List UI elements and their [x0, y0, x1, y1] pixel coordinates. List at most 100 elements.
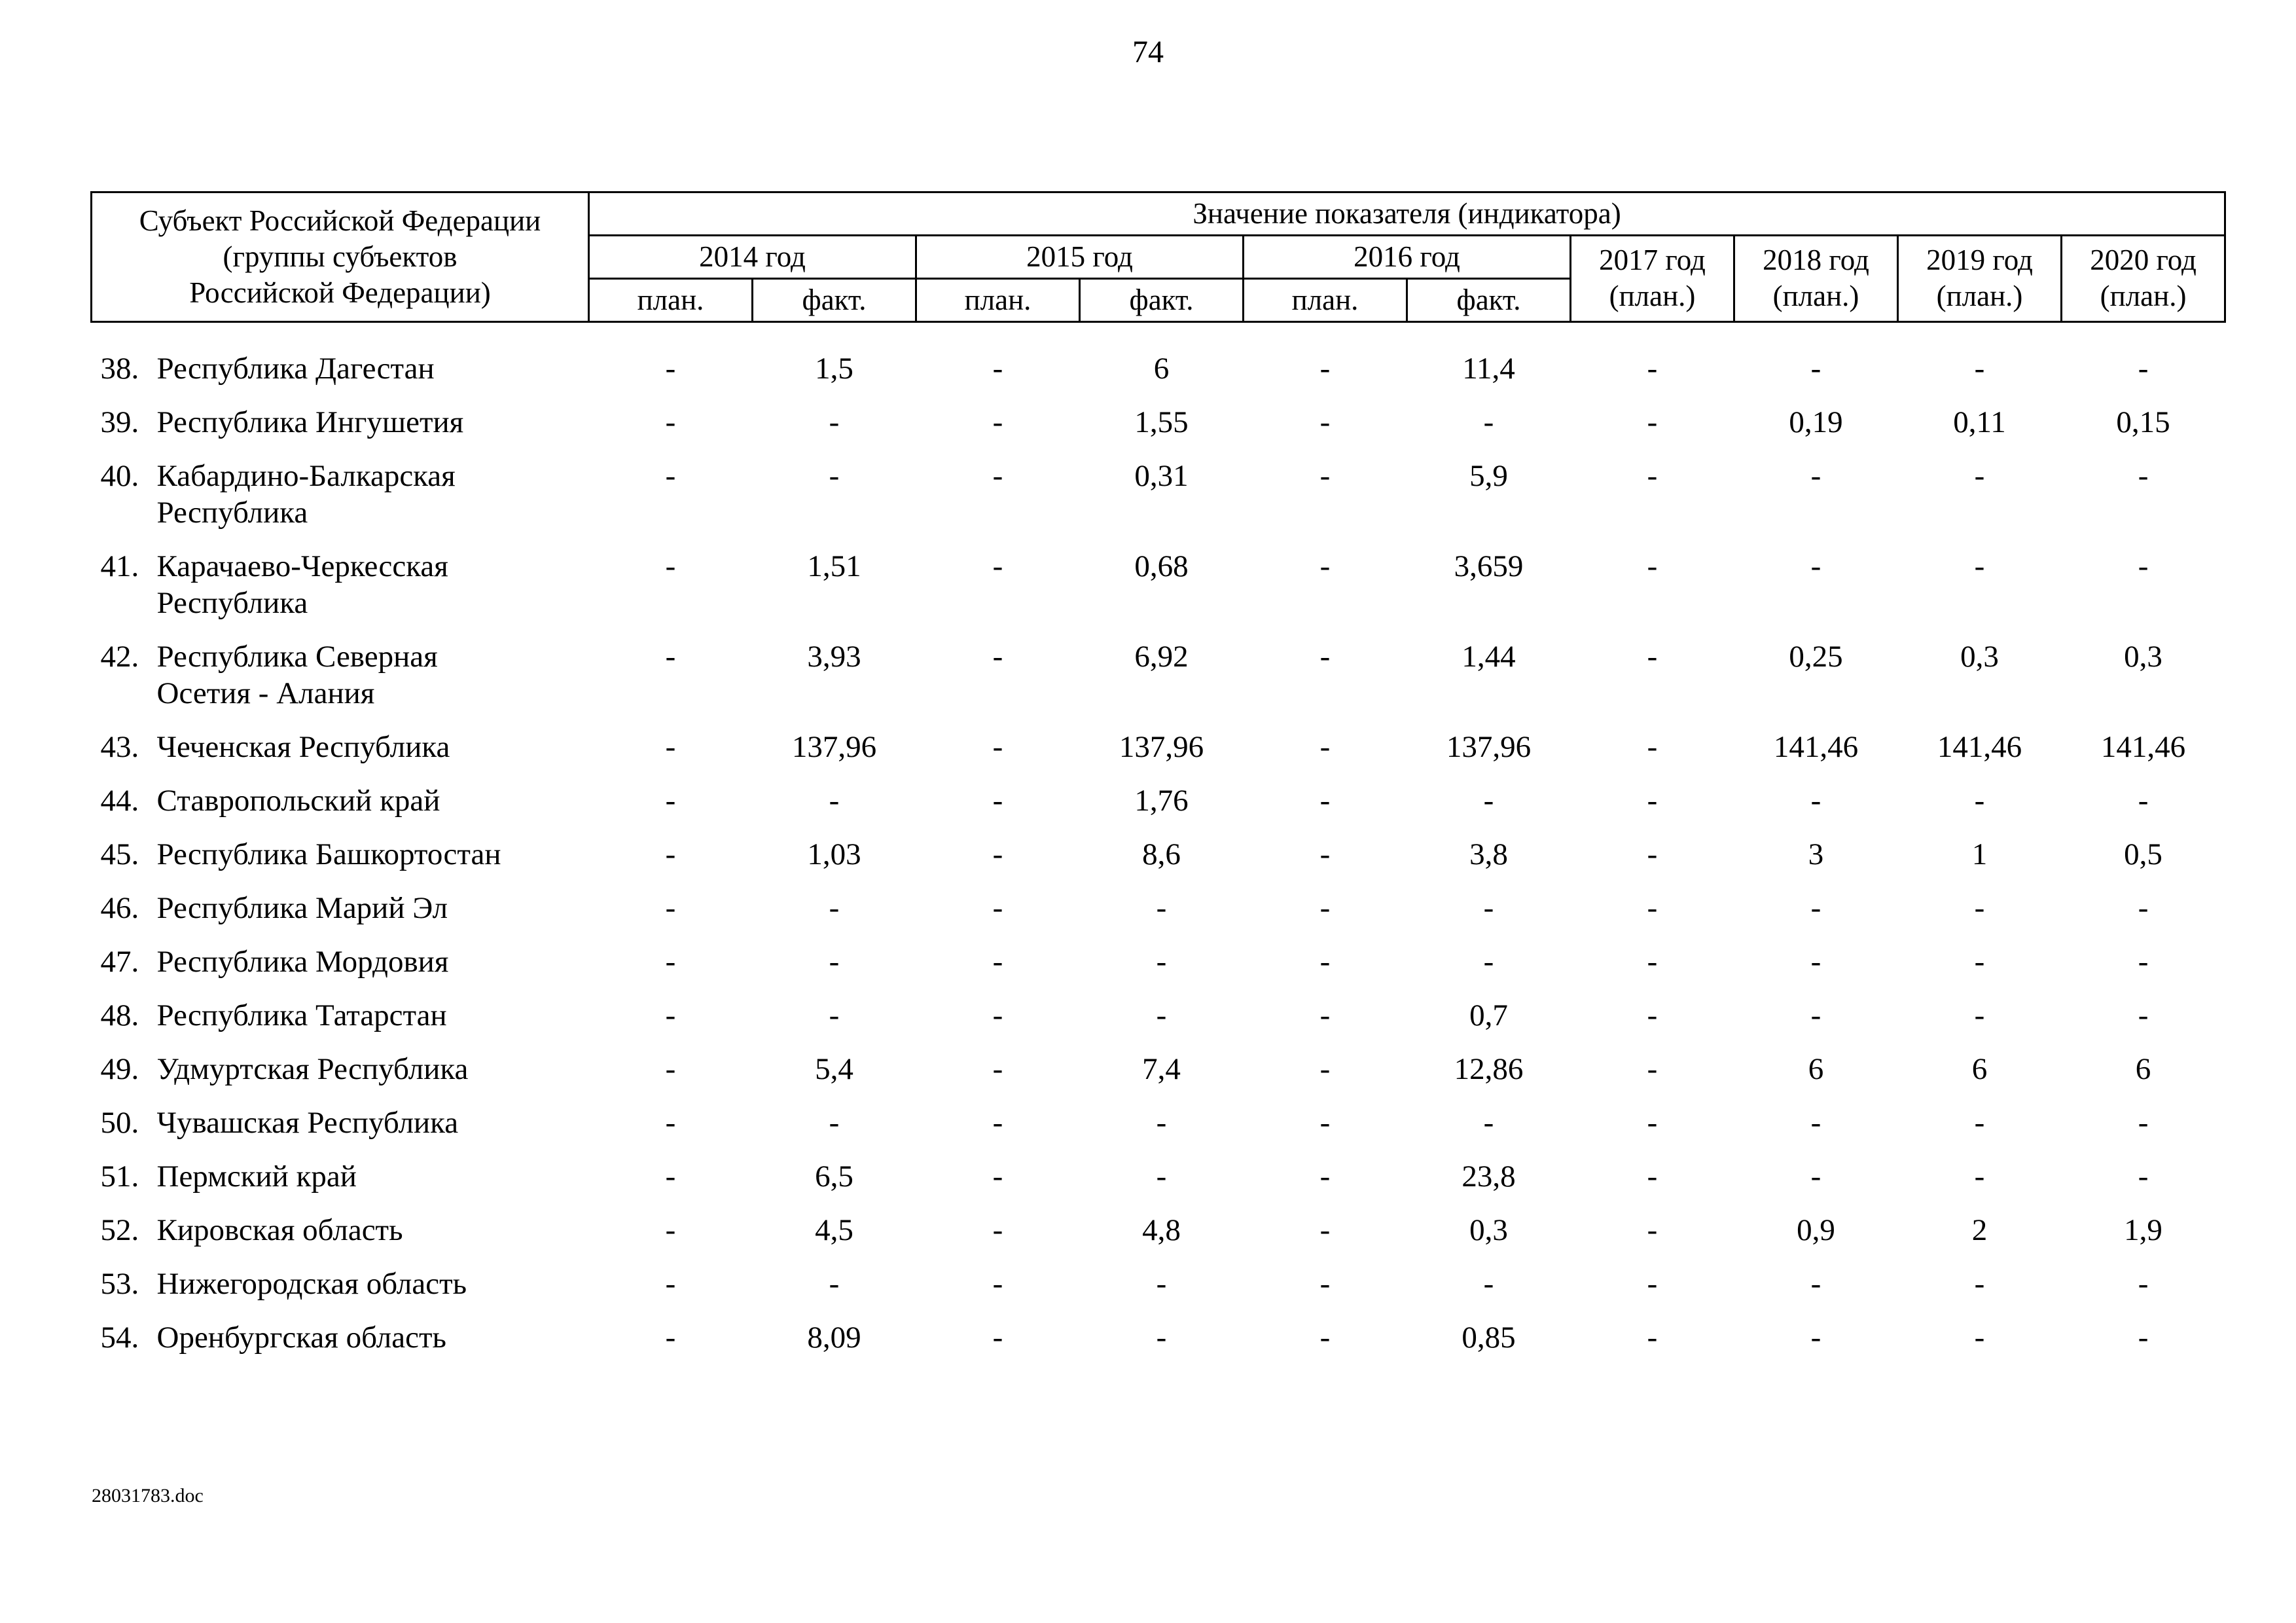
subject-inner: 40. Кабардино-Балкарская Республика	[101, 458, 585, 531]
row-number: 45.	[100, 837, 139, 871]
value-cell: -	[1319, 549, 1331, 583]
value-cell: -	[1974, 890, 1985, 925]
subject-cell: 38. Республика Дагестан	[92, 321, 589, 395]
value-cell: 6	[1971, 1051, 1988, 1086]
value-cell: -	[665, 549, 676, 583]
value-cell: 1,9	[2124, 1213, 2162, 1247]
value-cell: 0,3	[1960, 639, 1999, 674]
subject-inner: 44. Ставропольский край	[101, 782, 585, 819]
value-cell: 7,4	[1142, 1051, 1181, 1086]
header-sub-plan-2014: план.	[588, 277, 753, 323]
subject-name: Кабардино-Балкарская Республика	[156, 458, 456, 530]
value-cell: -	[1810, 458, 1821, 493]
subject-cell: 41. Карачаево-Черкесская Республика	[92, 539, 589, 630]
value-cell: -	[1483, 1266, 1494, 1301]
value-cell: -	[2138, 944, 2149, 979]
subject-cell: 46. Республика Марий Эл	[92, 881, 589, 935]
value-cell: -	[992, 783, 1003, 818]
value-cell: -	[829, 458, 840, 493]
value-cell: 6	[1153, 351, 1170, 386]
subject-cell: 45. Республика Башкортостан	[92, 828, 589, 881]
value-cell: 137,96	[1119, 729, 1204, 764]
header-sub-plan-2016: план.	[1242, 277, 1408, 323]
value-cell: -	[992, 1266, 1003, 1301]
value-cell: -	[829, 998, 840, 1032]
value-cell: -	[1156, 1320, 1167, 1355]
table-row: 44. Ставропольский край - - - 1,76 - - - - - -	[92, 774, 2225, 828]
value-cell: -	[665, 783, 676, 818]
value-cell: 0,19	[1789, 405, 1843, 439]
indicator-table: Субъект Российской Федерации (группы суб…	[90, 191, 2227, 1364]
value-cell: -	[1156, 1266, 1167, 1301]
table-row: 41. Карачаево-Черкесская Республика - 1,51 -…	[92, 539, 2225, 630]
value-cell: -	[1974, 351, 1985, 386]
value-cell: -	[1810, 549, 1821, 583]
value-cell: -	[1319, 1159, 1331, 1194]
value-cell: 3	[1808, 837, 1824, 871]
subject-inner: 48. Республика Татарстан	[101, 997, 585, 1034]
value-cell: -	[1974, 458, 1985, 493]
value-cell: 3,93	[807, 639, 861, 674]
table-header: Субъект Российской Федерации (группы суб…	[90, 191, 2227, 323]
value-cell: -	[992, 1320, 1003, 1355]
value-cell: -	[1647, 837, 1658, 871]
value-cell: -	[992, 1213, 1003, 1247]
value-cell: -	[1647, 639, 1658, 674]
value-cell: 1,03	[807, 837, 861, 871]
value-cell: 1,44	[1462, 639, 1516, 674]
value-cell: 23,8	[1462, 1159, 1516, 1194]
subject-inner: 50. Чувашская Республика	[101, 1104, 585, 1141]
subject-name: Республика Татарстан	[156, 998, 447, 1032]
header-indicator-title: Значение показателя (индикатора)	[587, 191, 2227, 236]
subject-inner: 39. Республика Ингушетия	[101, 404, 585, 441]
value-cell: 0,7	[1469, 998, 1508, 1032]
value-cell: -	[1810, 890, 1821, 925]
value-cell: -	[2138, 998, 2149, 1032]
value-cell: -	[2138, 351, 2149, 386]
value-cell: -	[1156, 998, 1167, 1032]
value-cell: -	[1647, 351, 1658, 386]
table-row: 54. Оренбургская область - 8,09 - - - 0,85 - - - -	[92, 1311, 2225, 1364]
value-cell: 6	[2135, 1051, 2151, 1086]
row-number: 46.	[100, 890, 139, 925]
value-cell: 141,46	[1937, 729, 2022, 764]
value-cell: 5,9	[1469, 458, 1508, 493]
subject-cell: 39. Республика Ингушетия	[92, 395, 589, 449]
header-year-2019-plan: 2019 год (план.)	[1897, 234, 2062, 323]
subject-cell: 40. Кабардино-Балкарская Республика	[92, 449, 589, 539]
value-cell: -	[665, 458, 676, 493]
value-cell: -	[1156, 1105, 1167, 1140]
value-cell: -	[1974, 998, 1985, 1032]
value-cell: -	[1319, 783, 1331, 818]
header-year-2017-plan: 2017 год (план.)	[1570, 234, 1735, 323]
row-number: 39.	[100, 405, 139, 439]
value-cell: 6,92	[1134, 639, 1189, 674]
header-year-2015: 2015 год	[915, 234, 1244, 280]
value-cell: -	[992, 1159, 1003, 1194]
value-cell: 8,09	[807, 1320, 861, 1355]
value-cell: -	[992, 837, 1003, 871]
value-cell: -	[1319, 1105, 1331, 1140]
table-row: 52. Кировская область - 4,5 - 4,8 - 0,3 - 0,9 2 1,9	[92, 1203, 2225, 1257]
subject-cell: 42. Республика Северная Осетия - Алания	[92, 630, 589, 720]
table-row: 47. Республика Мордовия - - - - - - - - - -	[92, 935, 2225, 989]
value-cell: -	[2138, 549, 2149, 583]
value-cell: -	[1810, 1320, 1821, 1355]
subject-name: Республика Марий Эл	[156, 890, 448, 925]
value-cell: -	[1647, 405, 1658, 439]
row-number: 50.	[100, 1105, 139, 1140]
value-cell: -	[1319, 837, 1331, 871]
subject-name: Чувашская Республика	[156, 1105, 459, 1140]
value-cell: -	[1647, 890, 1658, 925]
value-cell: -	[1319, 1051, 1331, 1086]
table-row: 51. Пермский край - 6,5 - - - 23,8 - - - -	[92, 1150, 2225, 1203]
value-cell: 0,15	[2116, 405, 2170, 439]
header-sub-fact-2015: факт.	[1079, 277, 1244, 323]
subject-cell: 51. Пермский край	[92, 1150, 589, 1203]
value-cell: -	[665, 1159, 676, 1194]
table-row: 45. Республика Башкортостан - 1,03 - 8,6 - 3,8 -…	[92, 828, 2225, 881]
value-cell: -	[829, 890, 840, 925]
subject-inner: 38. Республика Дагестан	[101, 350, 585, 387]
value-cell: -	[1319, 1213, 1331, 1247]
value-cell: -	[665, 639, 676, 674]
